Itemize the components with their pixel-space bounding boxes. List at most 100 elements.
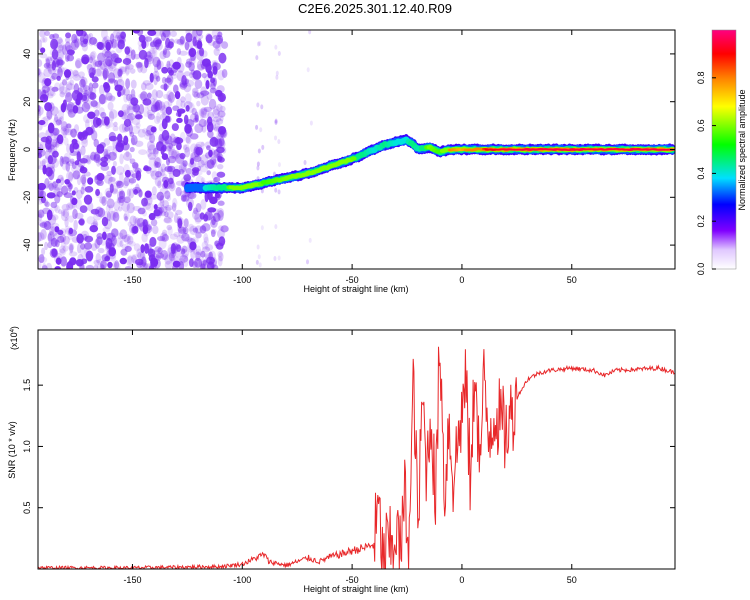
noise-blob (199, 212, 205, 220)
noise-blob (205, 33, 213, 42)
noise-blob (38, 198, 43, 205)
noise-blob (107, 176, 116, 187)
noise-blob (113, 209, 119, 218)
noise-blob (194, 225, 203, 234)
noise-blob (257, 254, 261, 260)
noise-blob (193, 146, 201, 158)
noise-blob (106, 211, 112, 222)
noise-blob (56, 190, 63, 198)
noise-blob (44, 241, 49, 251)
noise-blob (128, 174, 135, 186)
noise-blob (159, 187, 169, 194)
noise-blob (204, 210, 213, 221)
noise-blob (42, 91, 48, 101)
noise-blob (200, 250, 206, 258)
noise-blob (112, 160, 117, 167)
noise-blob (61, 209, 66, 217)
noise-blob (176, 48, 182, 56)
noise-blob (181, 253, 189, 259)
frequency-ridge (184, 134, 675, 194)
noise-blob (118, 66, 128, 73)
noise-blob (50, 38, 59, 50)
noise-blob (200, 199, 207, 210)
noise-blob (154, 157, 162, 168)
noise-blob (105, 190, 112, 198)
noise-blob (123, 151, 133, 161)
noise-blob (148, 212, 156, 221)
noise-blob (205, 79, 210, 90)
noise-blob (121, 142, 130, 151)
noise-blob (171, 151, 179, 159)
noise-blob (131, 226, 137, 234)
noise-blob (217, 200, 225, 206)
noise-blob (118, 198, 124, 207)
noise-blob (51, 49, 59, 60)
noise-blob (208, 258, 218, 268)
noise-blob (89, 224, 99, 233)
noise-blob (171, 202, 177, 212)
noise-blob (162, 30, 171, 38)
noise-blob (80, 174, 87, 185)
noise-blob (147, 92, 152, 99)
noise-blob (71, 161, 77, 170)
noise-blob (126, 104, 133, 111)
noise-blob (275, 70, 279, 76)
spectrogram-y-label: Frequency (Hz) (7, 119, 17, 181)
noise-blob (64, 128, 73, 136)
noise-blob (141, 232, 148, 243)
noise-blob (38, 260, 42, 269)
noise-blob (151, 186, 157, 196)
noise-blob (116, 237, 123, 248)
noise-blob (176, 98, 183, 109)
noise-blob (156, 235, 166, 242)
noise-blob (166, 94, 172, 101)
noise-blob (136, 62, 143, 73)
noise-blob (216, 163, 224, 170)
noise-blob (54, 187, 63, 197)
noise-blob (215, 44, 222, 52)
noise-blob (40, 47, 46, 54)
noise-blob (163, 30, 172, 39)
noise-blob (79, 205, 88, 214)
noise-blob (159, 113, 168, 121)
noise-blob (65, 70, 70, 81)
noise-blob (190, 248, 196, 260)
noise-blob (184, 78, 189, 85)
noise-blob (52, 51, 58, 60)
noise-blob (90, 125, 95, 134)
noise-blob (62, 156, 71, 163)
noise-blob (77, 131, 83, 140)
noise-blob (61, 79, 68, 86)
noise-blob (93, 38, 98, 47)
noise-blob (129, 215, 137, 226)
noise-blob (100, 156, 109, 163)
noise-blob (80, 186, 85, 195)
noise-blob (103, 83, 111, 93)
noise-blob (154, 246, 162, 253)
noise-blob (200, 90, 210, 96)
noise-blob (135, 122, 141, 129)
noise-blob (260, 225, 264, 231)
noise-blob (162, 144, 167, 152)
noise-blob (153, 74, 158, 86)
noise-blob (81, 54, 90, 64)
noise-blob (121, 110, 127, 116)
noise-blob (201, 58, 211, 67)
noise-blob (43, 67, 52, 78)
noise-blob (140, 82, 147, 91)
noise-blob (147, 113, 155, 120)
noise-blob (130, 49, 136, 61)
noise-blob (104, 119, 111, 130)
noise-blob (140, 244, 145, 254)
noise-blob (155, 90, 164, 99)
noise-blob (135, 61, 143, 69)
noise-blob (81, 102, 91, 113)
noise-blob (138, 93, 146, 99)
noise-blob (187, 191, 197, 200)
noise-blob (192, 36, 197, 47)
noise-blob (66, 181, 72, 188)
noise-blob (129, 146, 135, 153)
snr-x-tick-label: -150 (123, 575, 141, 585)
noise-blob (187, 192, 195, 199)
noise-blob (218, 131, 225, 138)
